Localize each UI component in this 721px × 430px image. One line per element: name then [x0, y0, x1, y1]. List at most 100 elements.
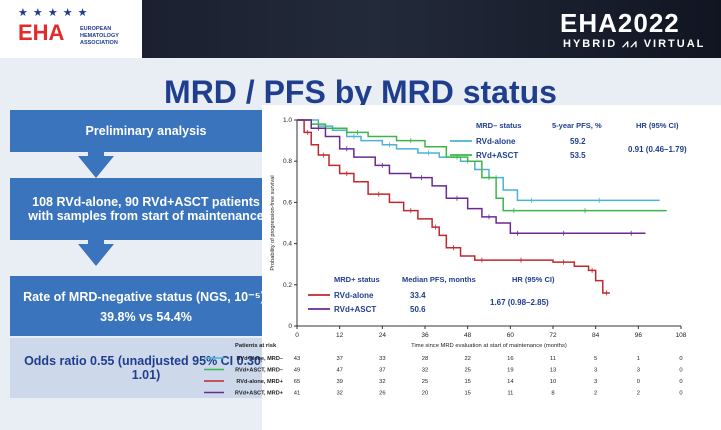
risk-value: 0 — [679, 391, 682, 397]
risk-value: 19 — [507, 368, 513, 374]
risk-row-label: RVd-alone, MRD+ — [236, 379, 283, 385]
legend-bottom-hr-value: 1.67 (0.98–2.85) — [490, 298, 549, 307]
y-tick-label: 1.0 — [283, 117, 292, 124]
risk-table-title: Patients at risk — [235, 343, 277, 349]
risk-value: 0 — [679, 379, 682, 385]
flow-arrow-stem-2 — [88, 240, 104, 246]
legend-top-label: RVd+ASCT — [476, 151, 518, 160]
x-tick-label: 60 — [507, 332, 515, 339]
risk-value: 0 — [637, 379, 640, 385]
risk-row-label: RVd+ASCT, MRD+ — [235, 391, 284, 397]
km-chart-panel — [262, 105, 721, 430]
x-axis-label: Time since MRD evaluation at start of ma… — [411, 343, 567, 349]
x-tick-label: 96 — [635, 332, 643, 339]
risk-row-label: RVd+ASCT, MRD– — [235, 368, 283, 374]
x-tick-label: 0 — [295, 332, 299, 339]
risk-value: 14 — [507, 379, 514, 385]
risk-value: 47 — [336, 368, 342, 374]
y-tick-label: 0.4 — [283, 241, 292, 248]
km-curve-rvd_alone_pos — [297, 119, 610, 294]
risk-value: 39 — [336, 379, 342, 385]
risk-value: 11 — [550, 356, 556, 362]
x-tick-label: 72 — [549, 332, 557, 339]
risk-value: 26 — [379, 391, 385, 397]
event-title: EHA2022 — [560, 8, 680, 38]
legend-top-header-status: MRD– status — [476, 121, 521, 130]
legend-top-header-hr: HR (95% CI) — [636, 121, 679, 130]
x-tick-label: 36 — [421, 332, 429, 339]
legend-top-value: 53.5 — [570, 151, 586, 160]
y-tick-label: 0.8 — [283, 158, 292, 165]
risk-value: 25 — [422, 379, 428, 385]
y-tick-label: 0 — [288, 323, 292, 330]
risk-value: 8 — [551, 391, 554, 397]
flow-box-analysis: Preliminary analysis — [10, 110, 282, 152]
risk-value: 2 — [594, 391, 597, 397]
legend-bottom-header-value: Median PFS, months — [402, 275, 476, 284]
km-curve-rvd_asct_pos — [297, 119, 646, 235]
risk-value: 33 — [379, 356, 385, 362]
legend-top-value: 59.2 — [570, 137, 586, 146]
header-bar: ★ ★ ★ ★ ★ EHA EUROPEAN HEMATOLOGY ASSOCI… — [0, 0, 721, 58]
legend-top-header-value: 5-year PFS, % — [552, 121, 602, 130]
org-name: EUROPEAN HEMATOLOGY ASSOCIATION — [80, 26, 119, 46]
risk-value: 37 — [336, 356, 342, 362]
flow-arrow-2 — [78, 244, 114, 266]
flow-box-odds: Odds ratio 0.55 (unadjusted 95% CI 0.30–… — [10, 338, 282, 398]
risk-value: 43 — [294, 356, 300, 362]
risk-value: 13 — [550, 368, 556, 374]
x-tick-label: 48 — [464, 332, 472, 339]
legend-bottom-label: RVd-alone — [334, 291, 374, 300]
risk-value: 25 — [464, 368, 470, 374]
risk-value: 32 — [336, 391, 342, 397]
risk-value: 49 — [294, 368, 300, 374]
y-axis-label: Probability of progression-free survival — [270, 175, 276, 270]
x-tick-label: 84 — [592, 332, 600, 339]
flow-arrow-1 — [78, 156, 114, 178]
y-tick-label: 0.2 — [283, 282, 292, 289]
risk-value: 15 — [464, 391, 470, 397]
event-banner — [142, 0, 721, 58]
legend-bottom-label: RVd+ASCT — [334, 305, 376, 314]
risk-value: 2 — [637, 391, 640, 397]
legend-bottom-value: 33.4 — [410, 291, 426, 300]
x-tick-label: 108 — [676, 332, 687, 339]
risk-value: 37 — [379, 368, 385, 374]
risk-value: 0 — [679, 368, 682, 374]
risk-row-label: RVd-alone, MRD– — [236, 356, 283, 362]
x-tick-label: 12 — [336, 332, 344, 339]
risk-value: 32 — [422, 368, 428, 374]
legend-top-label: RVd-alone — [476, 137, 516, 146]
stars-icon: ★ ★ ★ ★ ★ — [18, 7, 89, 19]
y-tick-label: 0.6 — [283, 199, 292, 206]
legend-bottom-header-hr: HR (95% CI) — [512, 275, 555, 284]
risk-value: 32 — [379, 379, 385, 385]
flow-box-rate: Rate of MRD-negative status (NGS, 10⁻⁵):… — [10, 276, 282, 336]
legend-bottom-value: 50.6 — [410, 305, 426, 314]
risk-value: 5 — [594, 356, 597, 362]
risk-value: 16 — [507, 356, 513, 362]
risk-value: 28 — [422, 356, 428, 362]
risk-value: 3 — [594, 368, 597, 374]
risk-value: 0 — [679, 356, 682, 362]
risk-value: 22 — [464, 356, 470, 362]
x-tick-label: 24 — [379, 332, 387, 339]
eha-logo: EHA — [18, 20, 65, 45]
legend-bottom-header-status: MRD+ status — [334, 275, 380, 284]
risk-value: 15 — [464, 379, 470, 385]
risk-value: 1 — [637, 356, 640, 362]
risk-value: 20 — [422, 391, 428, 397]
risk-value: 3 — [637, 368, 640, 374]
risk-value: 41 — [294, 391, 300, 397]
risk-value: 65 — [294, 379, 300, 385]
legend-top-hr-value: 0.91 (0.46–1.79) — [628, 145, 687, 154]
event-subtitle: HYBRID ⩘⩘ VIRTUAL — [563, 38, 706, 50]
risk-value: 11 — [507, 391, 513, 397]
slide-title: MRD / PFS by MRD status — [164, 74, 557, 110]
flow-arrow-stem-1 — [88, 152, 104, 158]
flow-box-patients: 108 RVd-alone, 90 RVd+ASCT patients with… — [10, 178, 282, 240]
risk-value: 10 — [550, 379, 556, 385]
risk-value: 3 — [594, 379, 597, 385]
km-curve-rvd_asct_neg — [297, 119, 667, 212]
